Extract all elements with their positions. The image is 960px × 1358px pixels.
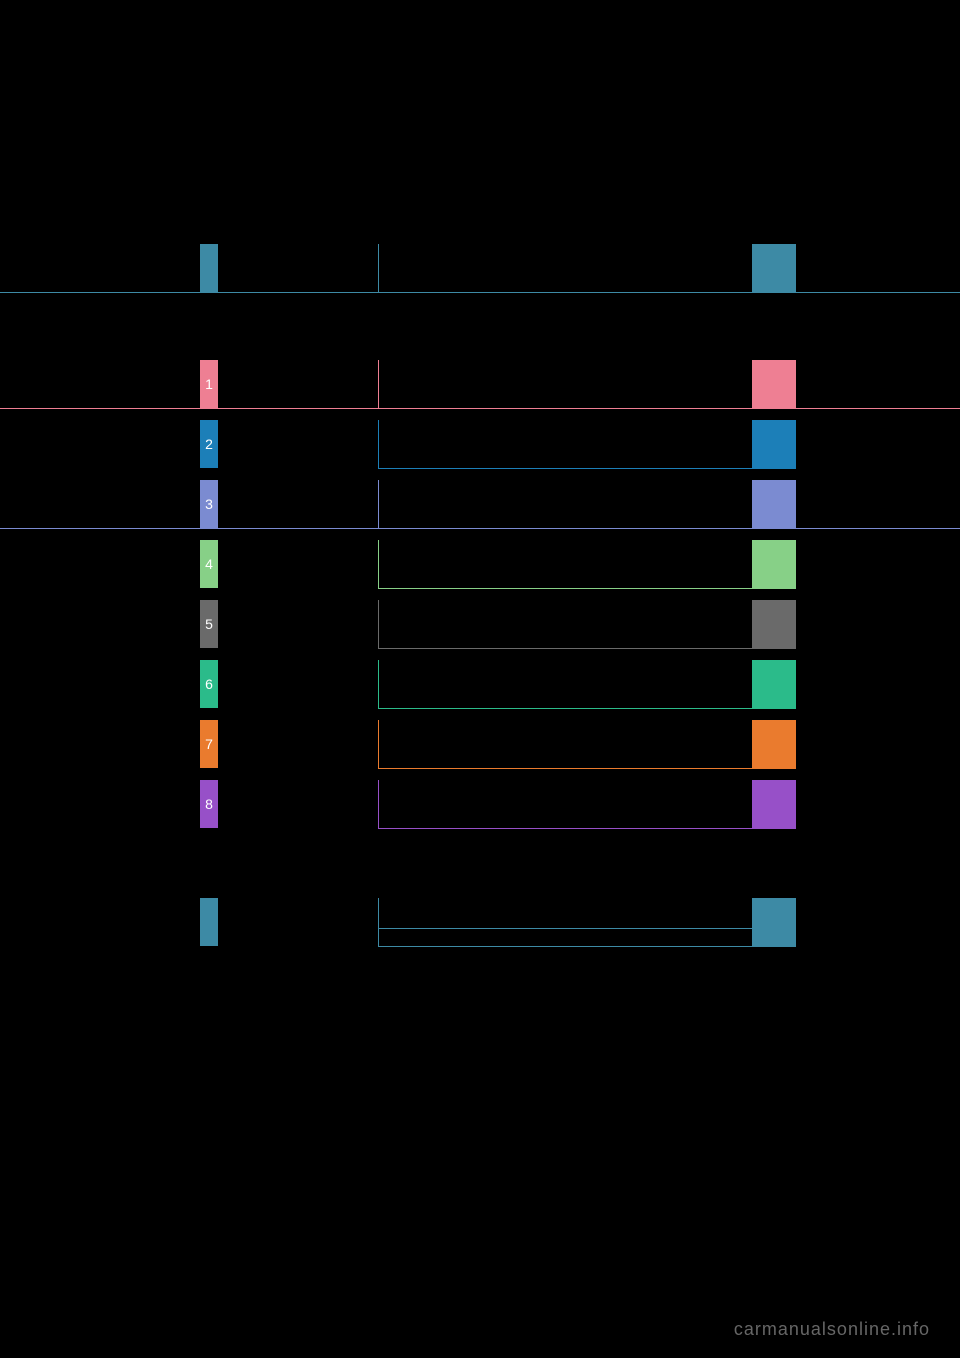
chapter-3-small-tab: 3 — [200, 480, 218, 528]
chapter-4-line — [378, 588, 796, 589]
chapter-7-vert-line — [378, 720, 379, 768]
chapter-4-small-tab: 4 — [200, 540, 218, 588]
chapter-8-small-tab: 8 — [200, 780, 218, 828]
top-section-vert-line — [378, 244, 379, 292]
chapter-7-large-tab — [752, 720, 796, 768]
chapter-6-small-tab: 6 — [200, 660, 218, 708]
bottom-section-large-tab — [752, 898, 796, 946]
chapter-2-number: 2 — [205, 436, 213, 452]
chapter-6-large-tab — [752, 660, 796, 708]
chapter-8-large-tab — [752, 780, 796, 828]
bottom-section-line-bottom — [378, 946, 796, 947]
chapter-1-large-tab — [752, 360, 796, 408]
chapter-1-small-tab: 1 — [200, 360, 218, 408]
chapter-1-vert-line — [378, 360, 379, 408]
chapter-7-small-tab: 7 — [200, 720, 218, 768]
chapter-3-vert-line — [378, 480, 379, 528]
chapter-2-small-tab: 2 — [200, 420, 218, 468]
chapter-7-line — [378, 768, 796, 769]
top-section-full-line — [0, 292, 960, 293]
bottom-section-line-top — [378, 928, 796, 929]
chapter-4-number: 4 — [205, 556, 213, 572]
chapter-6-line — [378, 708, 796, 709]
chapter-8-number: 8 — [205, 796, 213, 812]
chapter-3-large-tab — [752, 480, 796, 528]
chapter-5-vert-line — [378, 600, 379, 648]
chapter-5-line — [378, 648, 796, 649]
chapter-1-line — [0, 408, 960, 409]
bottom-section-vert-line — [378, 898, 379, 946]
chapter-5-large-tab — [752, 600, 796, 648]
chapter-2-large-tab — [752, 420, 796, 468]
chapter-6-vert-line — [378, 660, 379, 708]
chapter-4-vert-line — [378, 540, 379, 588]
chapter-2-line — [378, 468, 796, 469]
chapter-3-line — [0, 528, 960, 529]
chapter-5-number: 5 — [205, 616, 213, 632]
chapter-6-number: 6 — [205, 676, 213, 692]
chapter-3-number: 3 — [205, 496, 213, 512]
chapter-8-vert-line — [378, 780, 379, 828]
chapter-5-small-tab: 5 — [200, 600, 218, 648]
watermark-text: carmanualsonline.info — [734, 1319, 930, 1340]
chapter-4-large-tab — [752, 540, 796, 588]
top-section-large-tab — [752, 244, 796, 292]
chapter-7-number: 7 — [205, 736, 213, 752]
bottom-section-small-tab — [200, 898, 218, 946]
top-section-small-tab — [200, 244, 218, 292]
chapter-1-number: 1 — [205, 376, 213, 392]
chapter-8-line — [378, 828, 796, 829]
chapter-2-vert-line — [378, 420, 379, 468]
